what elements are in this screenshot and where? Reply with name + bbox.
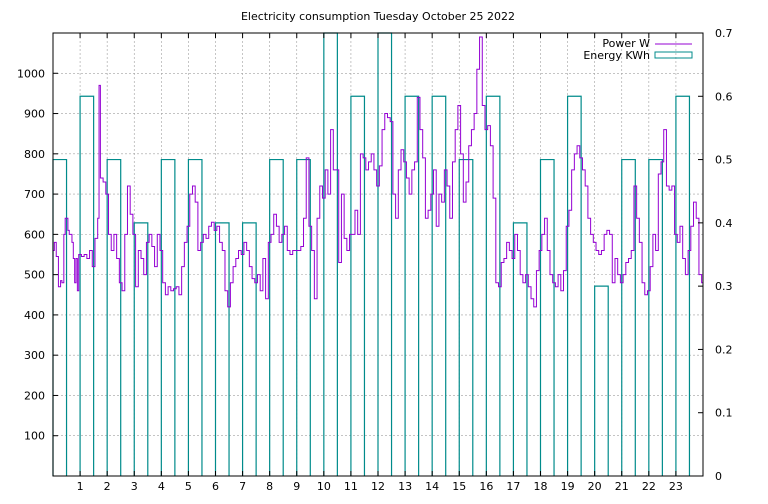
x-tick-label: 18 (534, 480, 548, 493)
energy-hour-bar (269, 158, 284, 476)
y-left-tick-label: 600 (24, 228, 45, 241)
energy-hour-bar (566, 95, 582, 476)
energy-hour-bar (377, 32, 393, 476)
power-series-line (53, 36, 703, 308)
energy-hour-bar (296, 158, 311, 476)
energy-hour-bar (214, 222, 230, 476)
energy-hour-bar (133, 222, 149, 476)
energy-hour-bar (160, 158, 176, 476)
x-tick-label: 12 (371, 480, 385, 493)
legend-label-energy: Energy KWh (583, 49, 650, 62)
x-tick-label: 3 (131, 480, 138, 493)
y-right-tick-label: 0 (715, 470, 722, 483)
energy-hour-bar (79, 95, 95, 476)
axis-layer: 1 2 3 4 5 6 7 8 9 10 11 12 13 14 15 16 17 18 19 20 21 22 23100… (17, 27, 733, 493)
energy-hour-bar (648, 158, 663, 476)
energy-hour-bar (458, 158, 474, 476)
energy-hour-bar (594, 285, 609, 476)
x-tick-label: 5 (185, 480, 192, 493)
y-right-tick-label: 0.4 (715, 217, 733, 230)
x-tick-label: 15 (452, 480, 466, 493)
x-tick-label: 6 (212, 480, 219, 493)
x-tick-label: 4 (158, 480, 165, 493)
x-tick-label: 22 (642, 480, 656, 493)
energy-hour-bar (485, 95, 501, 476)
x-tick-label: 16 (479, 480, 493, 493)
x-tick-label: 19 (561, 480, 575, 493)
energy-hour-bar (323, 32, 338, 476)
x-tick-label: 7 (239, 480, 246, 493)
y-left-tick-label: 400 (24, 309, 45, 322)
legend: Power W Energy KWh (583, 37, 693, 62)
y-right-tick-label: 0.2 (715, 343, 733, 356)
energy-hour-bar (187, 158, 203, 476)
x-tick-label: 21 (615, 480, 629, 493)
y-left-tick-label: 800 (24, 148, 45, 161)
energy-hour-bar (350, 95, 366, 476)
y-left-tick-label: 200 (24, 389, 45, 402)
x-tick-label: 14 (425, 480, 439, 493)
x-tick-label: 13 (398, 480, 412, 493)
y-right-tick-label: 0.7 (715, 27, 733, 40)
energy-hour-bar (621, 158, 636, 476)
energy-hour-bar (539, 158, 555, 476)
energy-hour-bar (404, 95, 420, 476)
y-right-tick-label: 0.6 (715, 90, 733, 103)
power-series-layer (53, 36, 703, 308)
energy-hour-bar (52, 158, 68, 476)
y-left-tick-label: 300 (24, 349, 45, 362)
y-left-tick-label: 900 (24, 108, 45, 121)
y-right-tick-label: 0.1 (715, 407, 733, 420)
legend-label-power: Power W (602, 37, 650, 50)
x-tick-label: 23 (669, 480, 683, 493)
y-right-tick-label: 0.5 (715, 154, 733, 167)
y-left-tick-label: 700 (24, 188, 45, 201)
energy-hour-bar (431, 95, 447, 476)
x-tick-label: 2 (104, 480, 111, 493)
y-right-tick-label: 0.3 (715, 280, 733, 293)
x-tick-label: 11 (344, 480, 358, 493)
chart-title: Electricity consumption Tuesday October … (241, 10, 515, 23)
energy-series-layer (52, 32, 691, 476)
y-left-tick-label: 500 (24, 269, 45, 282)
energy-hour-bar (512, 222, 528, 476)
x-tick-label: 1 (77, 480, 84, 493)
x-tick-label: 9 (293, 480, 300, 493)
x-tick-label: 8 (266, 480, 273, 493)
x-tick-label: 10 (317, 480, 331, 493)
x-tick-label: 20 (588, 480, 602, 493)
energy-hour-bar (106, 158, 122, 476)
energy-hour-bar (675, 95, 691, 476)
energy-hour-bar (241, 222, 257, 476)
y-left-tick-label: 1000 (17, 67, 45, 80)
y-left-tick-label: 100 (24, 430, 45, 443)
x-tick-label: 17 (506, 480, 520, 493)
legend-swatch-energy (654, 51, 693, 59)
